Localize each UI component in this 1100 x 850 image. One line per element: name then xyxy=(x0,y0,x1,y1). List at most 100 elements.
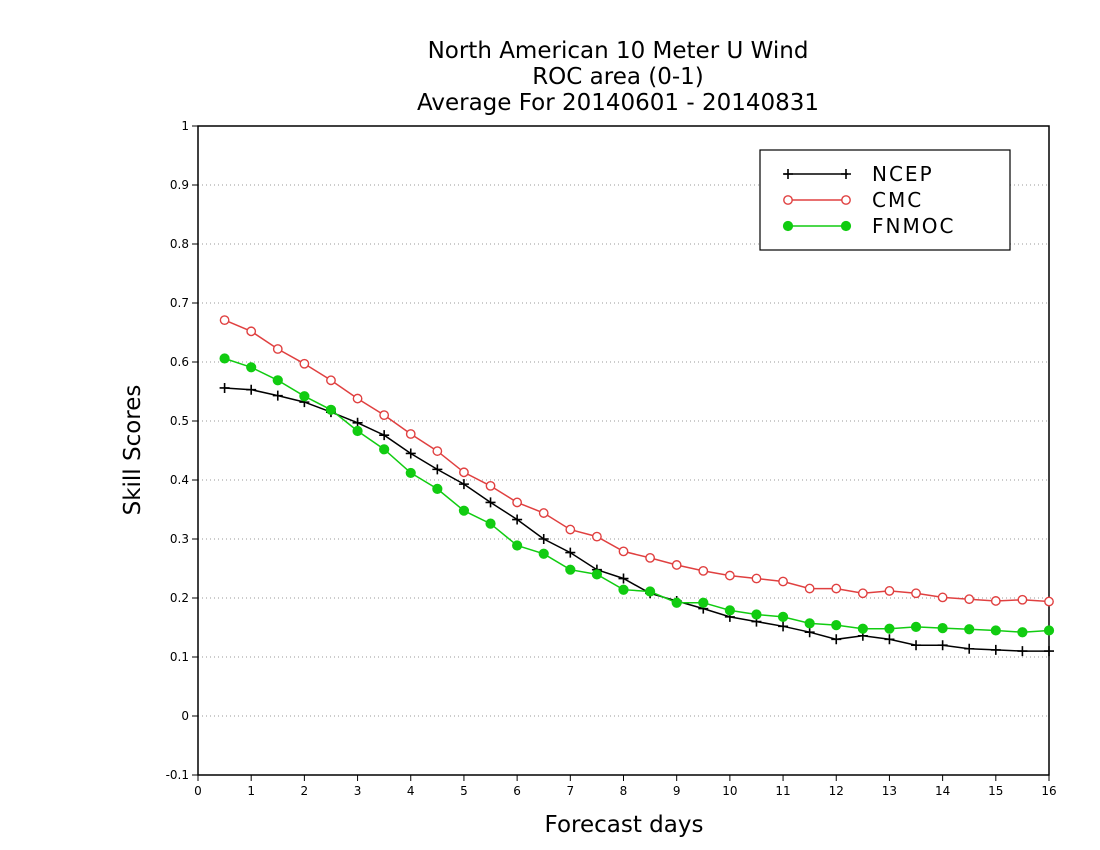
data-point xyxy=(857,588,868,599)
data-point xyxy=(405,429,416,439)
data-point xyxy=(379,444,390,455)
x-tick-label: 12 xyxy=(829,784,844,798)
axes: -0.100.10.20.30.40.50.60.70.80.910 1 2 3 4 5 6… xyxy=(166,119,1057,798)
data-point xyxy=(645,552,655,563)
data-point xyxy=(512,497,523,508)
data-point xyxy=(1017,627,1028,638)
x-tick-label: 8 xyxy=(620,784,628,798)
data-point xyxy=(724,570,735,581)
y-tick-label: 0.4 xyxy=(170,473,189,487)
data-point xyxy=(884,623,895,634)
data-point xyxy=(698,565,709,576)
data-point xyxy=(538,508,549,518)
y-tick-label: 0.3 xyxy=(170,532,189,546)
data-point xyxy=(1017,646,1028,657)
y-tick-label: 0.5 xyxy=(170,414,189,428)
data-point xyxy=(272,375,283,386)
y-tick-label: 0.6 xyxy=(170,355,189,369)
data-point xyxy=(857,623,868,634)
data-point xyxy=(804,583,815,594)
data-point xyxy=(618,546,629,557)
data-point xyxy=(831,620,842,631)
y-tick-label: 0.9 xyxy=(170,178,189,192)
legend-marker xyxy=(841,195,851,205)
data-point xyxy=(246,326,257,337)
y-tick-label: 0 xyxy=(181,709,189,723)
data-point xyxy=(911,640,922,651)
x-tick-label: 15 xyxy=(988,784,1003,798)
y-tick-label: 0.2 xyxy=(170,591,189,605)
data-point xyxy=(831,583,842,594)
y-tick-label: -0.1 xyxy=(166,768,189,782)
data-point xyxy=(618,584,629,595)
legend-marker xyxy=(782,220,794,232)
legend-item-fnmoc: FNMOC xyxy=(782,214,953,238)
x-tick-label: 0 xyxy=(194,784,202,798)
data-point xyxy=(538,548,549,559)
data-point xyxy=(219,315,230,326)
data-point xyxy=(1044,646,1054,657)
x-tick-label: 5 xyxy=(460,784,468,798)
x-tick-label: 14 xyxy=(935,784,950,798)
plot-frame xyxy=(197,125,1050,776)
data-point xyxy=(778,576,788,587)
legend-marker xyxy=(783,169,793,179)
data-point xyxy=(671,560,682,570)
data-point xyxy=(219,382,230,393)
series-line-cmc xyxy=(224,319,1050,603)
legend-item-cmc: CMC xyxy=(783,188,921,212)
x-axis-label: Forecast days xyxy=(545,812,704,838)
data-point xyxy=(352,425,363,437)
legend-marker xyxy=(841,169,851,179)
data-point xyxy=(272,344,283,354)
data-point xyxy=(1044,596,1054,607)
data-point xyxy=(884,634,895,645)
data-point xyxy=(990,625,1001,636)
y-axis-label: Skill Scores xyxy=(120,385,146,516)
legend-marker xyxy=(840,220,852,232)
data-point xyxy=(432,483,443,494)
data-point xyxy=(1017,594,1028,605)
data-point xyxy=(432,446,443,456)
data-point xyxy=(937,592,948,603)
data-point xyxy=(565,564,576,575)
data-point xyxy=(458,505,470,516)
data-point xyxy=(724,605,735,616)
legend-marker xyxy=(783,195,793,205)
data-point xyxy=(884,586,895,596)
data-point xyxy=(964,594,975,605)
x-tick-label: 6 xyxy=(513,784,521,798)
data-point xyxy=(379,430,390,441)
data-point xyxy=(644,586,656,597)
data-point xyxy=(272,390,283,401)
series-cmc xyxy=(219,315,1054,607)
data-point xyxy=(698,597,709,608)
title-line-3: Average For 20140601 - 20140831 xyxy=(417,90,819,116)
data-point xyxy=(591,569,603,580)
data-point xyxy=(990,596,1001,606)
title-line-2: ROC area (0-1) xyxy=(532,64,704,90)
data-point xyxy=(751,573,762,584)
data-point xyxy=(671,597,682,608)
series-fnmoc xyxy=(219,353,1055,638)
data-point xyxy=(778,621,789,632)
data-point xyxy=(405,467,416,479)
x-tick-label: 11 xyxy=(775,784,790,798)
y-tick-label: 0.8 xyxy=(170,237,189,251)
x-tick-label: 3 xyxy=(354,784,362,798)
data-point xyxy=(990,644,1001,655)
series-line-ncep xyxy=(224,387,1049,652)
data-point xyxy=(299,391,310,402)
data-point xyxy=(592,531,602,542)
data-point xyxy=(405,448,416,459)
data-point xyxy=(352,393,363,404)
legend-label: NCEP xyxy=(872,162,934,186)
data-point xyxy=(379,410,390,420)
data-point xyxy=(964,643,975,654)
data-point xyxy=(831,634,842,645)
data-point xyxy=(325,404,337,415)
data-point xyxy=(512,514,523,525)
x-tick-label: 13 xyxy=(882,784,897,798)
